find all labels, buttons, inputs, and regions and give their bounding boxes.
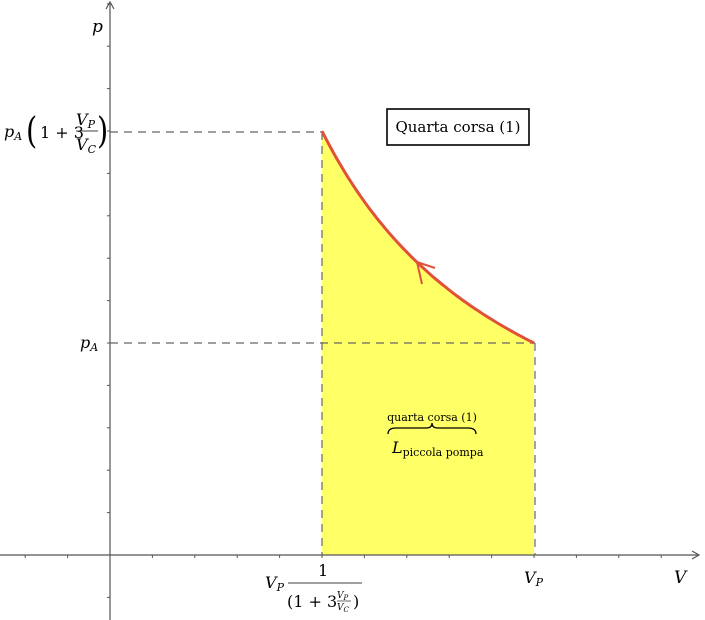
area-label-over: quarta corsa (1) <box>387 411 477 424</box>
svg-text:pA: pA <box>4 122 22 143</box>
label-part: P <box>343 594 349 602</box>
y-tick-label-pa: pA <box>80 333 98 354</box>
svg-text:VP: VP <box>337 591 349 602</box>
label-part: piccola pompa <box>403 446 484 459</box>
p-axis-arrow-icon <box>105 0 115 10</box>
label-part: V <box>337 591 345 601</box>
label-part: P <box>87 118 96 131</box>
title-text: Quarta corsa (1) <box>395 118 520 136</box>
label-part: 1 + 3 <box>40 123 84 142</box>
label-part: V <box>524 568 537 587</box>
label-part: V <box>76 135 89 154</box>
x-tick-label-vp: VP <box>524 568 544 589</box>
label-part: P <box>535 576 544 589</box>
title-box <box>386 108 530 146</box>
label-part: V <box>265 573 278 592</box>
x-tick-label-left: VP 1 (1 + 3 VP VC ) <box>265 561 362 614</box>
label-part: (1 + 3 <box>287 592 337 611</box>
label-part: p <box>80 333 90 352</box>
svg-text:VP: VP <box>76 110 96 131</box>
isotherm-curve <box>320 130 535 345</box>
label-part: V <box>76 110 89 129</box>
label-part: ) <box>353 592 359 611</box>
p-axis-label: p <box>92 17 103 37</box>
label-part: ) <box>97 110 108 152</box>
label-part: p <box>4 122 14 141</box>
label-part: A <box>89 341 98 354</box>
v-axis-label: V <box>674 568 688 588</box>
overbrace-icon <box>387 422 477 435</box>
area-label-main: Lpiccola pompa <box>391 438 484 459</box>
label-part: ( <box>26 110 37 152</box>
work-area <box>322 131 534 555</box>
label-part: 1 <box>318 561 328 580</box>
label-part: L <box>391 438 403 457</box>
svg-text:VC: VC <box>76 135 97 156</box>
label-part: V <box>337 603 345 613</box>
direction-arrow-icon <box>415 260 436 285</box>
label-part: C <box>344 606 350 614</box>
y-tick-label-top: pA ( 1 + 3 VP VC ) <box>4 110 108 156</box>
label-part: A <box>13 130 22 143</box>
svg-text:VP: VP <box>265 573 285 594</box>
guide-lines <box>110 131 536 555</box>
svg-text:VC: VC <box>337 603 350 614</box>
label-part: P <box>276 581 285 594</box>
v-axis-arrow-icon <box>691 550 701 560</box>
label-part: C <box>88 143 97 156</box>
